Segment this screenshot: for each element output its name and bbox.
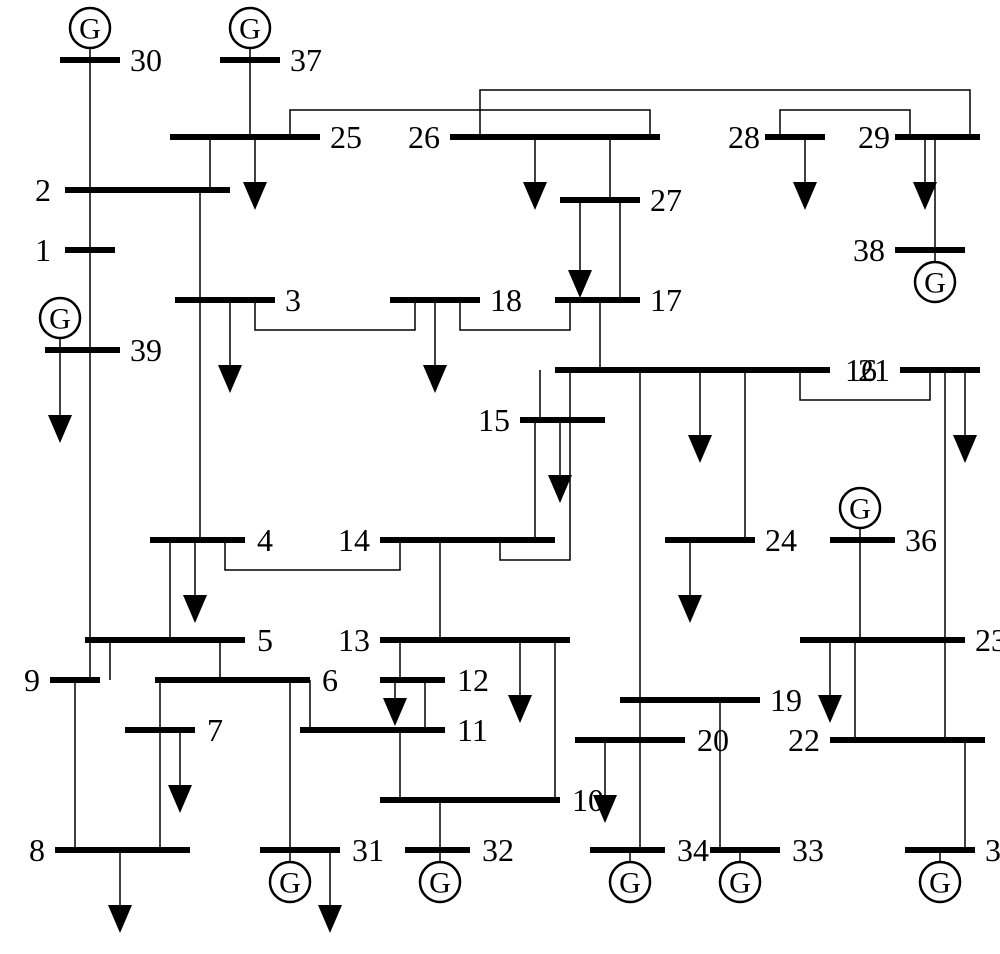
bus-label-24: 24 (765, 522, 797, 558)
bus-label-19: 19 (770, 682, 802, 718)
bus-label-28: 28 (728, 119, 760, 155)
bus-label-5: 5 (257, 622, 273, 658)
bus-label-23: 23 (975, 622, 1000, 658)
generator-label: G (279, 867, 301, 900)
bus-label-1: 1 (35, 232, 51, 268)
bus-label-12: 12 (457, 662, 489, 698)
load-arrow-icon (108, 905, 132, 933)
load-arrow-icon (688, 435, 712, 463)
bus-label-7: 7 (207, 712, 223, 748)
bus-label-14: 14 (338, 522, 370, 558)
bus-label-38: 38 (853, 232, 885, 268)
generator-label: G (929, 867, 951, 900)
bus-label-31: 31 (352, 832, 384, 868)
bus-label-32: 32 (482, 832, 514, 868)
bus-label-21: 21 (858, 352, 890, 388)
load-arrow-icon (678, 595, 702, 623)
bus-label-6: 6 (322, 662, 338, 698)
generator-label: G (729, 867, 751, 900)
bus-label-17: 17 (650, 282, 682, 318)
transmission-line (225, 540, 400, 570)
load-arrow-icon (793, 182, 817, 210)
generator-label: G (619, 867, 641, 900)
bus-label-30: 30 (130, 42, 162, 78)
load-arrow-icon (218, 365, 242, 393)
bus-label-2: 2 (35, 172, 51, 208)
transmission-line (480, 90, 970, 137)
load-arrow-icon (508, 695, 532, 723)
generator-label: G (849, 493, 871, 526)
bus-label-20: 20 (697, 722, 729, 758)
generator-label: G (429, 867, 451, 900)
bus-label-4: 4 (257, 522, 273, 558)
generator-label: G (239, 13, 261, 46)
transmission-line (255, 300, 415, 330)
generator-label: G (49, 303, 71, 336)
bus-label-15: 15 (478, 402, 510, 438)
bus-label-8: 8 (29, 832, 45, 868)
load-arrow-icon (243, 182, 267, 210)
load-arrow-icon (523, 182, 547, 210)
bus-label-13: 13 (338, 622, 370, 658)
bus-label-25: 25 (330, 119, 362, 155)
bus-label-35: 35 (985, 832, 1000, 868)
bus-label-37: 37 (290, 42, 322, 78)
load-arrow-icon (423, 365, 447, 393)
bus-label-39: 39 (130, 332, 162, 368)
load-arrow-icon (168, 785, 192, 813)
transmission-line (780, 110, 910, 137)
bus-label-11: 11 (457, 712, 488, 748)
load-arrow-icon (568, 270, 592, 298)
load-arrow-icon (318, 905, 342, 933)
load-arrow-icon (383, 698, 407, 726)
bus-label-18: 18 (490, 282, 522, 318)
load-arrow-icon (183, 595, 207, 623)
bus-label-36: 36 (905, 522, 937, 558)
load-arrow-icon (548, 475, 572, 503)
load-arrow-icon (953, 435, 977, 463)
bus-label-34: 34 (677, 832, 709, 868)
bus-label-33: 33 (792, 832, 824, 868)
load-arrow-icon (48, 415, 72, 443)
bus-label-9: 9 (24, 662, 40, 698)
generator-label: G (924, 267, 946, 300)
bus-label-26: 26 (408, 119, 440, 155)
load-arrow-icon (913, 182, 937, 210)
generator-label: G (79, 13, 101, 46)
bus-label-29: 29 (858, 119, 890, 155)
load-arrow-icon (818, 695, 842, 723)
bus-label-27: 27 (650, 182, 682, 218)
bus-label-22: 22 (788, 722, 820, 758)
bus-label-3: 3 (285, 282, 301, 318)
